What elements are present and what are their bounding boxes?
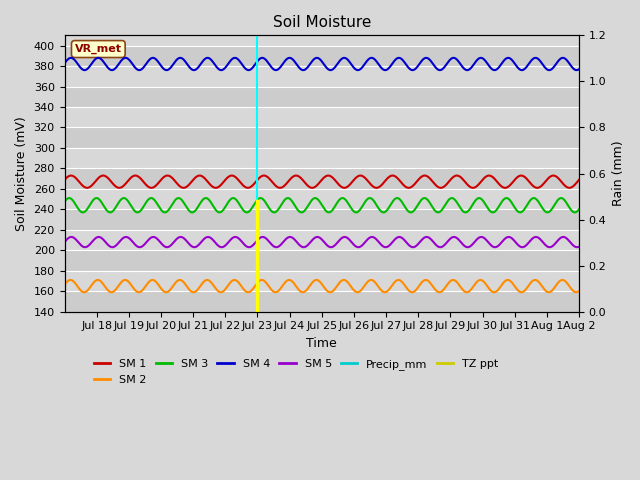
Bar — [65, 128, 579, 148]
Bar — [65, 66, 579, 86]
Legend: SM 1, SM 2, SM 3, SM 4, SM 5, Precip_mm, TZ ppt: SM 1, SM 2, SM 3, SM 4, SM 5, Precip_mm,… — [89, 355, 503, 389]
X-axis label: Time: Time — [307, 337, 337, 350]
Bar — [65, 107, 579, 128]
Bar — [65, 148, 579, 168]
Title: Soil Moisture: Soil Moisture — [273, 15, 371, 30]
Bar — [65, 168, 579, 189]
Bar — [65, 271, 579, 291]
Bar — [65, 230, 579, 250]
Y-axis label: Rain (mm): Rain (mm) — [612, 141, 625, 206]
Bar — [65, 189, 579, 209]
Bar — [65, 250, 579, 271]
Bar — [65, 209, 579, 230]
Y-axis label: Soil Moisture (mV): Soil Moisture (mV) — [15, 116, 28, 231]
Bar — [65, 291, 579, 312]
Bar — [65, 86, 579, 107]
Text: VR_met: VR_met — [75, 44, 122, 54]
Bar — [65, 46, 579, 66]
